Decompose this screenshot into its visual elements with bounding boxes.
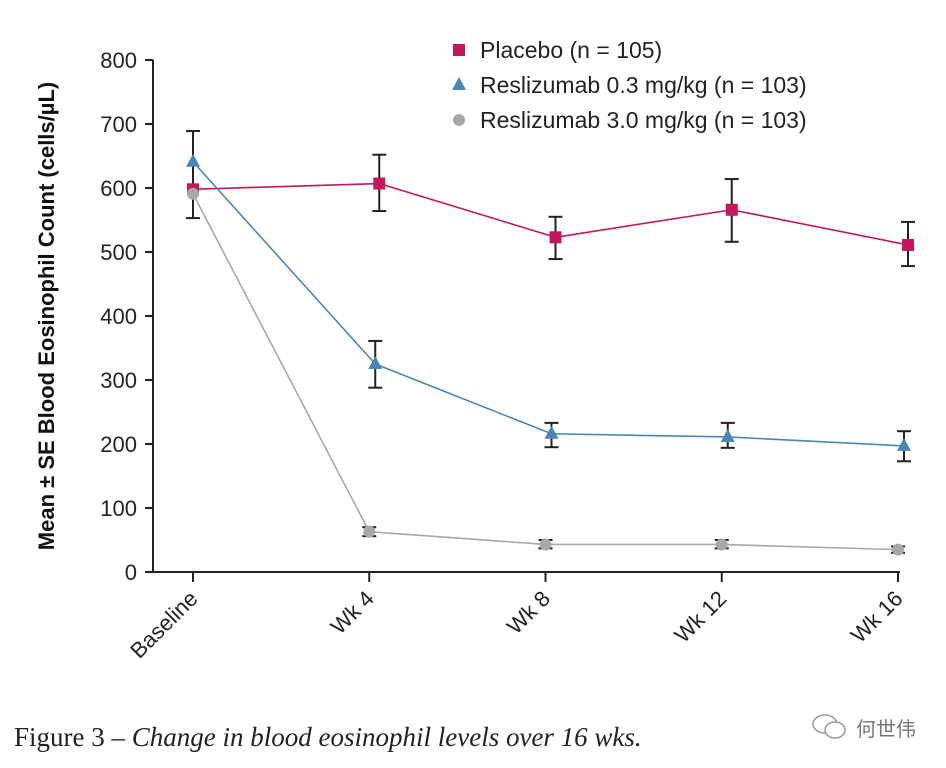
x-tick-label: Wk 8 [502,586,555,639]
series-line [192,193,899,551]
y-tick-label: 0 [125,560,137,585]
data-point [892,543,904,556]
data-point [187,187,199,200]
figure-caption: Figure 3 – Change in blood eosinophil le… [14,722,642,753]
data-point [544,425,559,439]
data-point [715,538,728,551]
y-tick-label: 200 [100,432,137,457]
y-tick-label: 100 [100,496,137,521]
x-tick-label: Wk 4 [326,586,379,639]
data-point [368,356,383,369]
y-axis-label: Mean ± SE Blood Eosinophil Count (cells/… [34,82,59,550]
wechat-icon [812,714,846,739]
data-point [897,437,911,451]
y-tick-label: 700 [100,112,137,137]
data-point [539,538,552,551]
data-point [373,177,386,190]
legend-marker [453,114,465,126]
data-point [902,238,914,251]
data-point [720,428,735,442]
watermark: 何世伟 [810,712,916,742]
caption-text: Change in blood eosinophil levels over 1… [131,722,642,752]
data-point [725,203,738,216]
caption-label: Figure 3 – [14,722,132,752]
series-line [192,161,905,447]
watermark-text: 何世伟 [856,716,916,741]
legend-marker [453,44,465,56]
data-point [186,153,200,167]
legend-label: Reslizumab 0.3 mg/kg (n = 103) [480,72,807,98]
y-tick-label: 400 [100,304,137,329]
legend-label: Placebo (n = 105) [480,37,662,63]
y-tick-label: 500 [100,240,137,265]
x-tick-label: Baseline [125,586,202,663]
data-point [549,231,562,244]
legend-marker [452,77,466,90]
x-tick-label: Wk 12 [670,586,732,648]
legend-label: Reslizumab 3.0 mg/kg (n = 103) [480,107,807,133]
data-point [363,525,376,538]
y-tick-label: 600 [100,176,137,201]
y-tick-label: 300 [100,368,137,393]
x-tick-label: Wk 16 [846,586,908,648]
y-tick-label: 800 [100,48,137,73]
